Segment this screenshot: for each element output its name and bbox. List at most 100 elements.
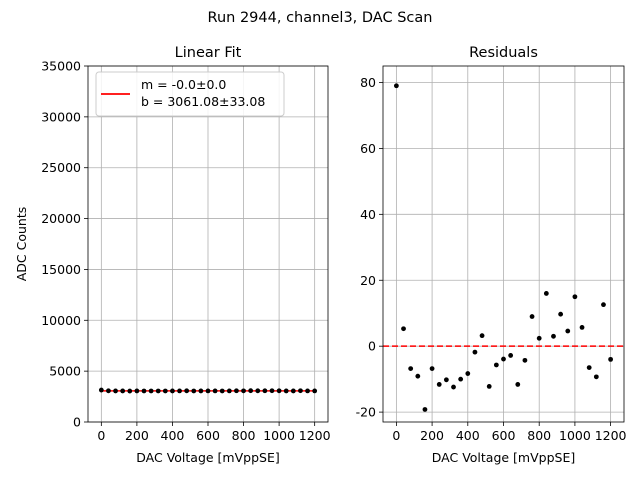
data-point <box>148 388 154 394</box>
data-point <box>241 388 246 394</box>
data-point <box>134 388 140 394</box>
data-point <box>408 366 414 371</box>
data-point <box>586 365 592 371</box>
data-point <box>501 356 506 362</box>
data-point <box>522 357 528 363</box>
data-point <box>127 388 133 394</box>
y-tick-label: 25000 <box>41 160 81 175</box>
data-point <box>248 388 254 394</box>
axes-frame <box>382 65 625 423</box>
y-tick-label: 30000 <box>41 109 81 124</box>
legend-label: m = -0.0±0.0 <box>141 77 226 92</box>
y-tick-label: 35000 <box>41 59 81 74</box>
data-point <box>212 388 218 394</box>
y-tick-label: 80 <box>360 75 376 90</box>
x-axis-label: DAC Voltage [mVppSE] <box>136 450 279 465</box>
data-point <box>155 388 161 394</box>
data-point <box>141 388 147 394</box>
data-point <box>98 387 104 393</box>
y-tick-label: 10000 <box>41 313 81 328</box>
y-axis-label: ADC Counts <box>14 207 29 282</box>
x-tick-label: 400 <box>456 428 480 443</box>
data-point <box>219 388 225 394</box>
data-point <box>593 374 599 380</box>
linear-fit-chart: 0 200 400 600 800 1000 1200 0 5000 10000 15000 2000… <box>14 45 331 465</box>
data-point <box>465 371 471 376</box>
data-point <box>113 388 118 394</box>
x-axis-label: DAC Voltage [mVppSE] <box>432 450 575 465</box>
legend-box <box>95 71 285 117</box>
data-point <box>508 353 514 358</box>
data-point <box>486 384 492 389</box>
axes-frame <box>87 65 329 423</box>
data-point <box>262 388 268 394</box>
data-point <box>205 388 211 394</box>
x-tick-label: 1200 <box>299 428 331 443</box>
data-point <box>283 388 289 394</box>
data-point <box>493 362 499 368</box>
data-point <box>443 377 449 383</box>
data-point <box>543 291 549 296</box>
data-point <box>198 388 204 394</box>
x-tick-label: 600 <box>492 428 516 443</box>
x-tick-label: 400 <box>161 428 185 443</box>
y-tick-label: 5000 <box>49 364 81 379</box>
data-point <box>120 388 126 394</box>
x-tick-label: 1000 <box>559 428 591 443</box>
x-tick-label: 1000 <box>263 428 295 443</box>
data-point <box>536 335 542 341</box>
data-point <box>184 388 190 394</box>
chart-title: Linear Fit <box>175 45 242 61</box>
chart-title: Residuals <box>469 45 538 61</box>
data-point <box>529 314 535 319</box>
legend-label: b = 3061.08±33.08 <box>141 94 265 109</box>
data-point <box>436 382 442 387</box>
data-point <box>393 83 399 89</box>
data-point <box>276 388 282 394</box>
data-point <box>479 333 485 339</box>
x-tick-label: 600 <box>196 428 220 443</box>
data-point <box>451 384 456 390</box>
data-point <box>458 376 464 382</box>
data-point <box>601 302 606 308</box>
data-point <box>422 407 428 412</box>
x-tick-label: 200 <box>420 428 444 443</box>
residuals-chart: 0 200 400 600 800 1000 1200 -20 0 20 40 60 80 Residua… <box>356 45 627 465</box>
data-point <box>177 388 182 394</box>
data-point <box>515 382 521 387</box>
x-tick-label: 0 <box>392 428 400 443</box>
x-tick-label: 1200 <box>595 428 627 443</box>
data-point <box>565 328 571 334</box>
data-point <box>572 294 578 300</box>
data-point <box>298 388 303 394</box>
data-point <box>401 326 406 332</box>
data-point <box>255 388 261 394</box>
x-tick-label: 800 <box>527 428 551 443</box>
x-tick-label: 200 <box>125 428 149 443</box>
data-point <box>290 388 296 394</box>
data-point <box>162 388 168 394</box>
data-point <box>106 388 111 394</box>
figure-title: Run 2944, channel3, DAC Scan <box>208 10 433 26</box>
y-tick-label: 0 <box>73 415 81 430</box>
data-point <box>234 388 239 394</box>
x-tick-label: 0 <box>97 428 105 443</box>
y-tick-label: -20 <box>356 405 376 420</box>
y-tick-label: 40 <box>360 207 376 222</box>
data-point <box>551 333 556 339</box>
y-tick-label: 20000 <box>41 211 81 226</box>
data-point <box>415 373 421 379</box>
data-point <box>170 388 175 394</box>
data-point <box>191 388 197 394</box>
data-point <box>312 388 318 394</box>
data-point <box>429 366 435 371</box>
x-tick-label: 800 <box>232 428 256 443</box>
data-point <box>579 324 585 330</box>
y-tick-label: 20 <box>360 273 376 288</box>
y-tick-label: 60 <box>360 141 376 156</box>
data-point <box>305 388 310 394</box>
y-tick-label: 15000 <box>41 262 81 277</box>
data-point <box>269 388 275 394</box>
y-tick-label: 0 <box>368 339 376 354</box>
